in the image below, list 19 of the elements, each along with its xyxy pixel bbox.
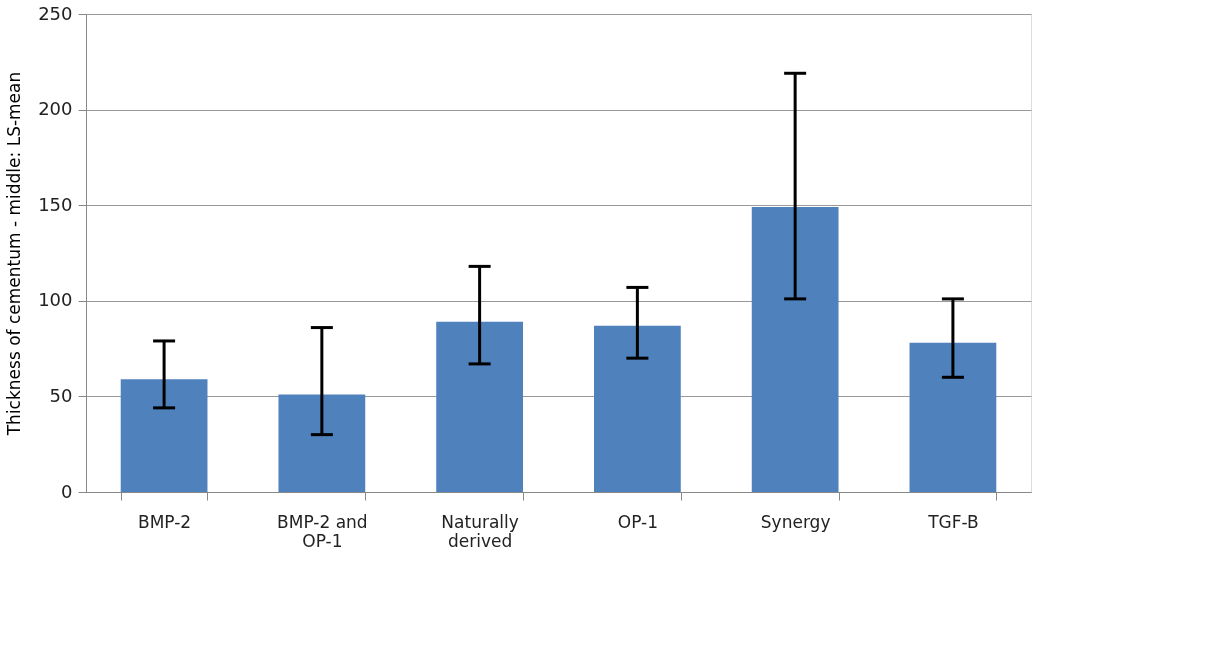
bar — [436, 321, 523, 492]
x-tick-label: BMP-2 — [138, 511, 192, 532]
y-tick-label: 0 — [61, 480, 73, 502]
y-tick-label: 200 — [38, 98, 73, 120]
x-tick-label: OP-1 — [617, 511, 658, 532]
bar — [120, 379, 208, 492]
y-tick-label: 150 — [38, 193, 73, 215]
x-tick-label: Synergy — [760, 511, 831, 532]
x-tick-label: Naturally derived — [441, 511, 519, 551]
y-tick-label: 100 — [38, 289, 73, 311]
bar — [594, 325, 681, 492]
bar — [278, 394, 366, 492]
bar — [751, 207, 839, 492]
x-tick-label: BMP-2 and OP-1 — [277, 511, 368, 551]
y-tick-label: 250 — [38, 2, 73, 24]
y-tick-label: 50 — [49, 384, 73, 406]
y-axis-title: Thickness of cementum - middle: LS-mean — [4, 71, 25, 437]
x-tick-label: TGF-B — [927, 511, 979, 532]
bar — [909, 342, 997, 492]
